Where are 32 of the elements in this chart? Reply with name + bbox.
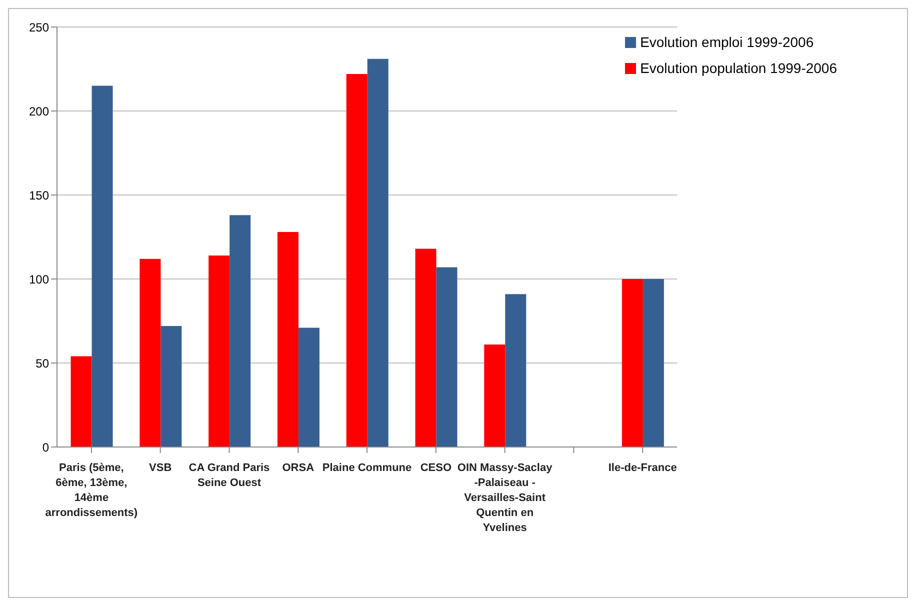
- y-tick-label: 200: [28, 104, 50, 118]
- bar: [230, 215, 251, 447]
- bar: [505, 294, 526, 447]
- bar: [367, 58, 388, 447]
- bar: [298, 328, 320, 447]
- bar: [622, 279, 643, 447]
- bar: [484, 344, 506, 447]
- y-tick-label: 50: [36, 356, 50, 370]
- bar: [346, 74, 368, 447]
- bar: [70, 356, 92, 447]
- bar: [277, 232, 298, 447]
- y-tick-label: 0: [42, 440, 50, 454]
- bar: [140, 258, 161, 447]
- bar: [436, 267, 458, 447]
- x-tick-label: OIN Massy-Saclay -Palaiseau -Versailles-Saint Quentin en Yvelines: [457, 462, 554, 534]
- x-tick-label: ORSA: [282, 462, 314, 474]
- bar: [642, 279, 664, 447]
- x-tick-label: CESO: [420, 462, 452, 474]
- x-tick-label: Ile-de-France: [608, 462, 677, 474]
- x-tick-label: VSB: [149, 462, 172, 474]
- legend-label: Evolution emploi 1999-2006: [640, 34, 814, 50]
- bar: [160, 326, 182, 447]
- bar: [415, 248, 436, 447]
- bar: [92, 86, 113, 447]
- x-tick-label: CA Grand Paris Seine Ouest: [188, 462, 270, 489]
- x-tick-label: Paris (5ème, 6ème, 13ème, 14ème arrondissements): [45, 462, 138, 519]
- y-tick-label: 100: [28, 272, 50, 286]
- y-tick-label: 150: [28, 188, 50, 202]
- x-tick-label: Plaine Commune: [322, 462, 412, 474]
- legend-label: Evolution population 1999-2006: [640, 60, 837, 76]
- bar: [208, 255, 230, 447]
- y-tick-label: 250: [28, 20, 50, 34]
